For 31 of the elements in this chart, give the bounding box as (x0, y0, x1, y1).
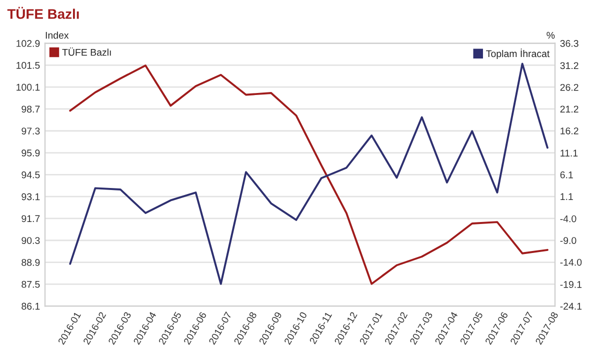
y-tick-label: 93.1 (22, 193, 40, 200)
y-axis-title: Index (46, 32, 69, 39)
y-tick-label: 102.9 (16, 40, 40, 47)
y2-tick-label: -24.1 (560, 302, 582, 310)
y-tick-label: 98.7 (22, 106, 40, 113)
y2-axis-title: % (546, 32, 555, 39)
y-tick-label: 87.5 (22, 280, 40, 288)
chart-title: TÜFE Bazlı (7, 6, 79, 19)
y2-tick-label: 1.1 (560, 193, 573, 200)
legend-label: TÜFE Bazlı (62, 48, 111, 56)
y-tick-label: 97.3 (22, 128, 40, 134)
y2-tick-label: -4.0 (560, 215, 576, 222)
y2-tick-label: 21.2 (560, 106, 578, 112)
y2-tick-label: -19.1 (560, 281, 582, 288)
y2-tick-label: 11.1 (560, 150, 578, 156)
y2-tick-label: 26.2 (560, 84, 578, 91)
y2-tick-label: -14.0 (560, 258, 582, 266)
y-tick-label: 86.1 (22, 302, 40, 310)
y-tick-label: 100.1 (16, 84, 40, 91)
y2-tick-label: 31.2 (560, 62, 578, 70)
y2-tick-label: 16.2 (560, 127, 578, 134)
y-tick-label: 91.7 (22, 215, 40, 222)
y-tick-label: 101.5 (16, 62, 40, 69)
legend-label: Toplam İhracat (486, 48, 550, 60)
y-tick-label: 94.5 (22, 171, 40, 178)
y2-tick-label: 6.1 (560, 171, 573, 178)
y-tick-label: 88.9 (22, 259, 40, 266)
y2-tick-label: 36.3 (560, 40, 578, 47)
y-tick-label: 90.3 (22, 237, 40, 244)
y-tick-label: 95.9 (22, 150, 40, 156)
y2-tick-label: -9.0 (560, 237, 576, 244)
